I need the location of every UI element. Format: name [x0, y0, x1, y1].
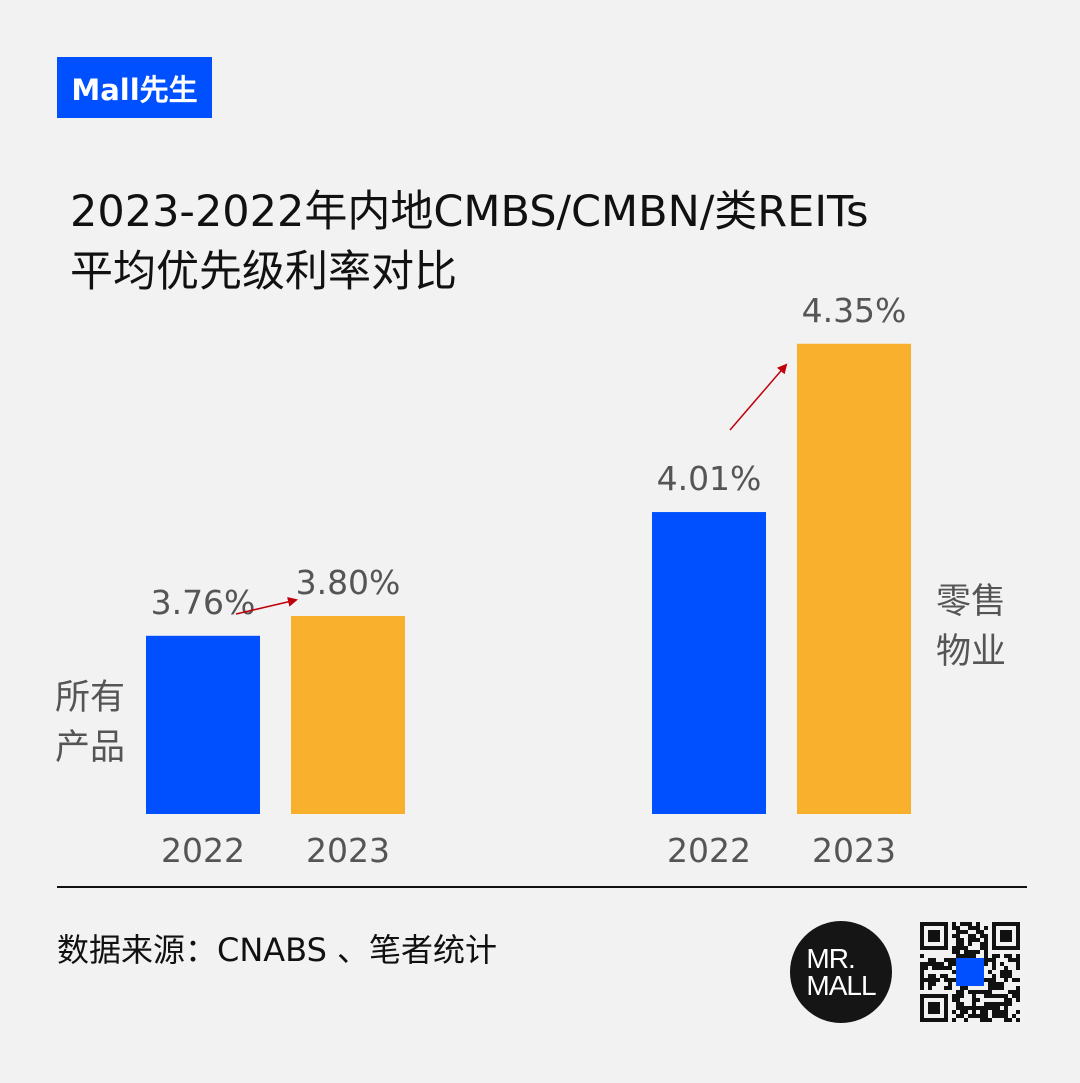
title-line-1: 2023-2022年内地CMBS/CMBN/类REITs	[70, 187, 869, 237]
x-tick-label: 2023	[812, 831, 896, 870]
bar-2023	[797, 343, 911, 814]
mr-mall-logo: MR. MALL	[790, 921, 892, 1023]
logo-line-2: MALL	[806, 970, 876, 1001]
x-tick-label: 2022	[161, 831, 245, 870]
bar-chart: 3.76% 2022 3.80% 2023 4.01% 2022 4.35% 2023	[146, 291, 911, 870]
trend-arrow	[235, 596, 298, 615]
logo-line-1: MR.	[806, 943, 855, 974]
x-tick-label: 2023	[306, 831, 390, 870]
group-label-retail-property: 零售物业	[936, 582, 1007, 672]
source-note: 数据来源：CNABS 、笔者统计	[57, 931, 498, 969]
value-label: 4.35%	[802, 291, 907, 330]
group-label-all-products: 所有产品	[55, 678, 126, 768]
bar-2023	[291, 616, 405, 814]
qr-code	[920, 922, 1020, 1022]
x-tick-label: 2022	[667, 831, 751, 870]
value-label: 4.01%	[657, 459, 762, 498]
title-line-2: 平均优先级利率对比	[70, 247, 457, 297]
divider	[57, 886, 1027, 888]
bar-2022	[146, 635, 260, 814]
chart-title: 2023-2022年内地CMBS/CMBN/类REITs 平均优先级利率对比	[70, 182, 869, 302]
bar-2022	[652, 512, 766, 814]
brand-tag: Mall先生	[57, 57, 212, 118]
value-label: 3.76%	[151, 583, 256, 622]
trend-arrow	[729, 363, 788, 431]
value-label: 3.80%	[296, 563, 401, 602]
